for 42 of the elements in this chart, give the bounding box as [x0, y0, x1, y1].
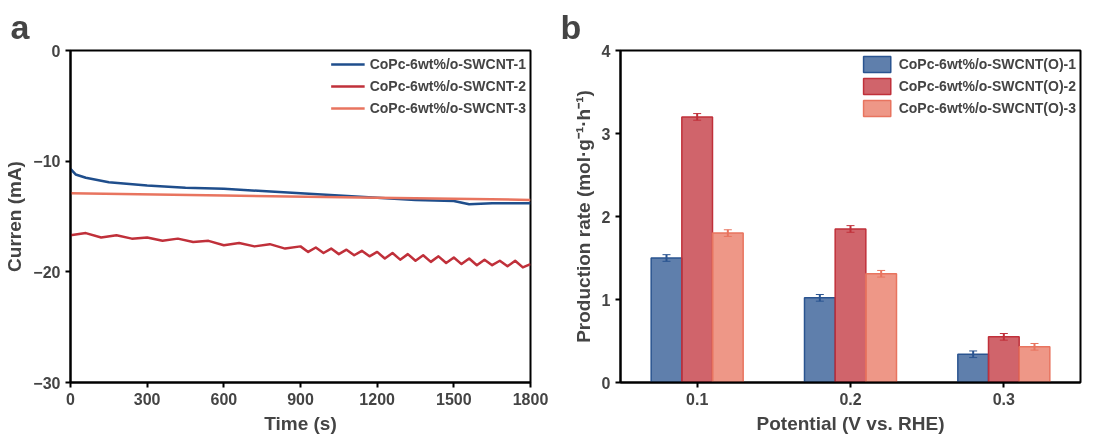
y-tick-label: 1 [601, 291, 611, 309]
y-tick-label: −10 [33, 153, 61, 171]
bar [1018, 346, 1051, 383]
y-tick-label: 2 [601, 208, 611, 226]
y-tick-label: 0 [601, 374, 611, 392]
x-axis-title: Potential (V vs. RHE) [756, 412, 945, 434]
y-axis-title: Production rate (mol·g⁻¹·h⁻¹) [572, 90, 594, 343]
x-tick-label: 1200 [359, 390, 396, 408]
y-tick-label: −20 [33, 263, 61, 281]
x-axis-title: Time (s) [264, 412, 337, 434]
legend-label: CoPc-6wt%/o-SWCNT(O)-2 [898, 78, 1076, 94]
text: a [10, 7, 31, 46]
legend-label: CoPc-6wt%/o-SWCNT-1 [369, 56, 526, 72]
x-tick-label: 1500 [436, 390, 472, 408]
y-tick-label: 0 [51, 42, 61, 60]
x-tick-label: 0.2 [839, 390, 862, 408]
line-series [70, 231, 531, 269]
legend-label: CoPc-6wt%/o-SWCNT(O)-1 [898, 56, 1076, 72]
bar [957, 353, 990, 383]
x-tick-label: 0.3 [992, 390, 1016, 408]
x-tick-label: 300 [133, 390, 161, 408]
y-tick-label: 3 [601, 125, 611, 143]
legend-label: CoPc-6wt%/o-SWCNT-2 [369, 78, 526, 94]
text: b [560, 7, 582, 46]
bar [834, 228, 867, 383]
bar [987, 336, 1020, 383]
bar [681, 116, 714, 383]
x-tick-label: 600 [210, 390, 238, 408]
bar [650, 257, 683, 383]
legend-label: CoPc-6wt%/o-SWCNT(O)-3 [898, 100, 1076, 116]
y-tick-label: −30 [33, 374, 61, 392]
x-tick-label: 0 [66, 390, 76, 408]
line-series [70, 192, 531, 202]
legend-label: CoPc-6wt%/o-SWCNT-3 [369, 100, 526, 116]
bar [711, 232, 744, 383]
bar [803, 297, 836, 383]
x-tick-label: 0.1 [686, 390, 709, 408]
y-tick-label: 4 [601, 42, 611, 60]
bar [865, 273, 898, 383]
x-tick-label: 900 [287, 390, 314, 408]
x-tick-label: 1800 [512, 390, 549, 408]
y-axis-title: Curren (mA) [4, 161, 26, 272]
